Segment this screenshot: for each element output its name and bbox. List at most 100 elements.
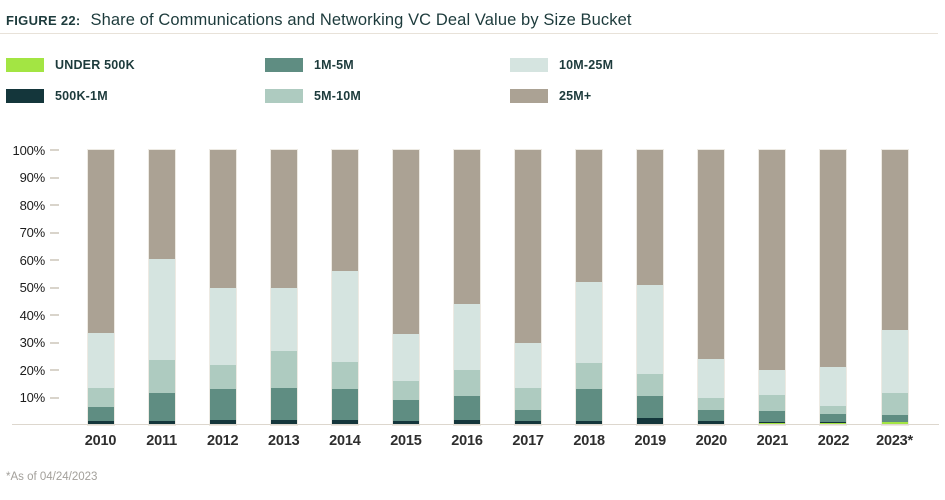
y-axis-tick-label: 80% bbox=[19, 197, 46, 213]
y-axis-tick-mark bbox=[50, 396, 59, 399]
bar-segment-2012-25m bbox=[209, 150, 236, 288]
bar-segment-2016-10m-25m bbox=[454, 304, 480, 370]
bar-segment-2018-500k-1m bbox=[576, 420, 603, 424]
bar-segment-2013-10m-25m bbox=[270, 287, 297, 351]
bar-segment-2015-25m bbox=[392, 150, 419, 335]
bar-slot-2011 bbox=[131, 150, 192, 425]
bar-segment-2023-25m bbox=[881, 150, 908, 331]
stacked-bar-2010 bbox=[87, 150, 114, 425]
bar-slot-2021 bbox=[742, 150, 803, 425]
bar-slot-2013 bbox=[253, 150, 314, 425]
bar-slot-2018 bbox=[559, 150, 620, 425]
bar-segment-2023-500k-1m bbox=[881, 421, 908, 423]
x-axis-label-2022: 2022 bbox=[817, 433, 850, 449]
bar-segment-2017-25m bbox=[515, 150, 542, 343]
x-axis-label-2015: 2015 bbox=[390, 433, 422, 449]
bar-segment-2018-25m bbox=[576, 150, 603, 282]
x-axis-label-2020: 2020 bbox=[695, 433, 728, 449]
bar-segment-2017-1m-5m bbox=[515, 409, 542, 421]
stacked-bar-2013 bbox=[270, 150, 297, 425]
y-axis-tick-label: 50% bbox=[19, 280, 46, 295]
legend-item-25m: 25M+ bbox=[510, 80, 613, 111]
bar-segment-2022-1m-5m bbox=[820, 414, 847, 423]
bar-segment-2019-1m-5m bbox=[637, 396, 664, 419]
bar-slot-2019 bbox=[620, 150, 681, 425]
stacked-bar-2022 bbox=[820, 150, 847, 425]
x-axis-line bbox=[12, 424, 939, 425]
bar-segment-2016-500k-1m bbox=[454, 419, 480, 424]
bar-slot-2017 bbox=[498, 150, 559, 425]
bar-segment-2014-500k-1m bbox=[331, 419, 358, 424]
y-axis-tick-label: 70% bbox=[19, 225, 46, 240]
y-axis-tick-mark bbox=[50, 149, 59, 151]
y-axis-tick-label: 100% bbox=[12, 142, 46, 158]
legend-label: 10M-25M bbox=[559, 57, 614, 72]
bar-segment-2020-1m-5m bbox=[698, 409, 725, 421]
y-axis-tick-70: 70% bbox=[0, 225, 59, 240]
footnote: *As of 04/24/2023 bbox=[6, 471, 98, 483]
stacked-bar-2020 bbox=[698, 150, 725, 425]
y-axis-tick-60: 60% bbox=[0, 252, 59, 268]
y-axis-tick-100: 100% bbox=[0, 142, 59, 158]
x-axis-label-2010: 2010 bbox=[84, 433, 117, 449]
y-axis-tick-label: 10% bbox=[19, 390, 46, 405]
bar-segment-2010-5m-10m bbox=[87, 387, 114, 408]
bar-segment-2019-10m-25m bbox=[637, 284, 664, 375]
bar-segment-2019-500k-1m bbox=[637, 418, 664, 424]
bar-segment-2023-under-500k bbox=[881, 422, 908, 425]
legend-label: 1M-5M bbox=[314, 57, 354, 72]
y-axis: 10% 20% 30% 40% 50% 60% 70% 80% 90% 100% bbox=[0, 143, 60, 425]
legend-swatch bbox=[6, 88, 44, 103]
y-axis-tick-mark bbox=[50, 286, 59, 289]
bar-segment-2013-25m bbox=[270, 150, 297, 288]
bar-segment-2021-5m-10m bbox=[759, 394, 786, 412]
y-axis-tick-mark bbox=[50, 369, 59, 371]
bar-slot-2014 bbox=[314, 150, 375, 425]
bar-segment-2015-500k-1m bbox=[392, 420, 419, 424]
bar-segment-2020-10m-25m bbox=[698, 359, 725, 398]
y-axis-tick-mark bbox=[50, 314, 59, 316]
legend-swatch bbox=[6, 57, 44, 72]
stacked-bar-2023 bbox=[881, 150, 908, 425]
header-divider bbox=[0, 33, 938, 34]
y-axis-tick-label: 90% bbox=[19, 170, 46, 185]
stacked-bar-2011 bbox=[148, 150, 175, 425]
x-axis-label-2012: 2012 bbox=[206, 433, 239, 449]
bar-segment-2018-5m-10m bbox=[576, 363, 603, 390]
chart: 10% 20% 30% 40% 50% 60% 70% 80% 90% 100% bbox=[0, 143, 945, 425]
bar-segment-2021-500k-1m bbox=[759, 422, 786, 424]
x-axis-label-2018: 2018 bbox=[573, 433, 605, 449]
x-axis-label-2016: 2016 bbox=[451, 433, 483, 449]
bar-segment-2022-10m-25m bbox=[820, 367, 847, 406]
x-axis-label-2011: 2011 bbox=[146, 433, 177, 449]
bar-segment-2013-5m-10m bbox=[270, 350, 297, 388]
bar-segment-2011-500k-1m bbox=[148, 420, 175, 424]
stacked-bar-2016 bbox=[454, 150, 480, 425]
bar-segment-2017-10m-25m bbox=[515, 342, 542, 388]
legend-swatch bbox=[510, 57, 548, 72]
bar-segment-2011-1m-5m bbox=[148, 393, 175, 421]
x-axis-label-2023: 2023* bbox=[876, 433, 913, 449]
y-axis-tick-mark bbox=[50, 231, 59, 234]
y-axis-tick-10: 10% bbox=[0, 390, 59, 405]
y-axis-tick-20: 20% bbox=[0, 363, 59, 378]
y-axis-tick-label: 60% bbox=[19, 252, 46, 268]
bar-slot-2023 bbox=[864, 150, 925, 425]
x-axis-label-2017: 2017 bbox=[512, 433, 544, 449]
x-axis-label-2014: 2014 bbox=[329, 433, 361, 449]
bar-segment-2023-10m-25m bbox=[881, 330, 908, 394]
legend-item-under-500k: UNDER 500K bbox=[6, 49, 265, 80]
x-axis-label-2013: 2013 bbox=[268, 433, 300, 449]
bar-segment-2021-25m bbox=[759, 150, 786, 371]
bar-segment-2015-5m-10m bbox=[392, 381, 419, 401]
plot-area bbox=[62, 150, 937, 425]
bar-segment-2022-25m bbox=[820, 150, 847, 368]
y-axis-tick-mark bbox=[50, 259, 59, 261]
y-axis-tick-label: 30% bbox=[19, 335, 46, 350]
bar-segment-2013-1m-5m bbox=[270, 387, 297, 420]
bar-segment-2016-1m-5m bbox=[454, 396, 480, 420]
bar-slot-2012 bbox=[192, 150, 253, 425]
x-axis-label-2019: 2019 bbox=[634, 433, 667, 449]
legend-label: UNDER 500K bbox=[55, 57, 135, 72]
